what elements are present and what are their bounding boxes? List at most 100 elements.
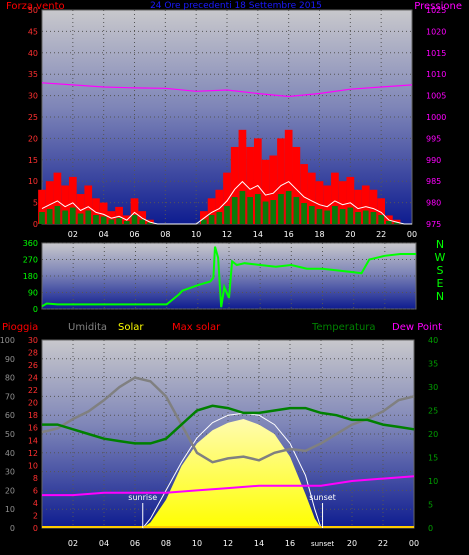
wind-bar xyxy=(223,172,231,224)
pressure-tick-label: 1010 xyxy=(426,70,446,79)
wind-average-bar xyxy=(46,209,53,224)
wind-bar xyxy=(292,146,301,224)
wind-bar xyxy=(284,129,293,224)
wind-average-bar xyxy=(116,218,122,224)
wind-average-bar xyxy=(324,210,331,224)
rain-tick-label: 2 xyxy=(33,511,38,520)
wind-title: Forza vento xyxy=(6,1,65,12)
temperatura-label: Temperatura xyxy=(311,322,376,333)
direction-tick-label: 0 xyxy=(33,305,38,314)
direction-tick-label: 90 xyxy=(28,289,38,298)
humidity-tick-label: 20 xyxy=(5,486,15,495)
wind-tick-label: 20 xyxy=(28,134,38,143)
x-tick-label: 02 xyxy=(68,539,78,548)
wind-bar xyxy=(269,155,278,224)
x-tick-label: 06 xyxy=(130,539,140,548)
wind-average-bar xyxy=(123,221,130,224)
pressure-tick-label: 1000 xyxy=(426,113,446,122)
wind-bar xyxy=(38,189,46,224)
wind-average-bar xyxy=(308,206,315,224)
pioggia-label: Pioggia xyxy=(2,322,38,333)
wind-tick-label: 50 xyxy=(28,6,38,15)
x-tick-label: 18 xyxy=(314,230,324,239)
wind-average-bar xyxy=(270,200,277,224)
pressure-tick-label: 1005 xyxy=(426,92,446,101)
solar-area xyxy=(142,419,321,528)
wind-average-bar xyxy=(355,212,361,224)
wind-average-bar xyxy=(316,209,323,224)
humidity-tick-label: 100 xyxy=(0,336,15,345)
humidity-tick-label: 90 xyxy=(5,355,15,364)
wind-average-bar xyxy=(339,209,346,224)
wind-tick-label: 0 xyxy=(33,220,38,229)
wind-average-bar xyxy=(108,219,115,224)
wind-average-bar xyxy=(85,210,92,224)
humidity-tick-label: 40 xyxy=(5,449,15,458)
wind-bar xyxy=(215,189,224,224)
wind-direction-line xyxy=(41,246,416,308)
temperature-tick-label: 10 xyxy=(428,477,438,486)
rain-tick-label: 18 xyxy=(28,411,38,420)
wind-average-bar xyxy=(393,222,400,224)
x-tick-label: 20 xyxy=(345,230,355,239)
dew-point-line xyxy=(42,475,415,497)
compass-label: N xyxy=(436,238,444,251)
wind-bar xyxy=(200,211,208,224)
wind-tick-label: 45 xyxy=(28,27,38,36)
x-tick-label: 08 xyxy=(161,539,171,548)
direction-tick-label: 360 xyxy=(23,239,38,248)
pressure-tick-label: 1025 xyxy=(426,6,446,15)
compass-label: E xyxy=(437,277,444,290)
wind-tick-label: 35 xyxy=(28,70,38,79)
umidita-label: Umidita xyxy=(68,322,107,333)
wind-average-bar xyxy=(239,191,246,224)
wind-bar xyxy=(76,194,85,224)
wind-bar xyxy=(300,164,308,224)
wind-bar xyxy=(61,185,69,224)
wind-average-bar xyxy=(139,219,146,224)
x-tick-label: 14 xyxy=(254,539,264,548)
pressure-title: Pressione xyxy=(414,1,462,12)
wind-tick-label: 25 xyxy=(28,113,38,122)
wind-bar xyxy=(361,185,370,224)
humidity-tick-label: 60 xyxy=(5,411,15,420)
pressure-tick-label: 980 xyxy=(426,199,441,208)
wind-bar xyxy=(45,181,54,224)
x-tick-label: 00 xyxy=(407,230,417,239)
wind-average-bar xyxy=(386,221,392,224)
temperature-tick-label: 15 xyxy=(428,454,438,463)
wind-bar xyxy=(331,172,339,224)
wind-average-bar xyxy=(216,212,223,224)
wind-bar xyxy=(84,185,93,224)
pressure-tick-label: 985 xyxy=(426,177,441,186)
wind-average-bar xyxy=(77,213,84,224)
temperature-tick-label: 40 xyxy=(428,336,438,345)
temperature-tick-label: 30 xyxy=(428,383,438,392)
wind-average-bar xyxy=(62,210,68,224)
compass-label: S xyxy=(437,264,444,277)
wind-average-bar xyxy=(208,215,215,224)
temperature-line xyxy=(42,404,415,445)
rain-tick-label: 14 xyxy=(28,436,38,445)
wind-tick-label: 30 xyxy=(28,92,38,101)
max-solar-line xyxy=(142,412,322,529)
x-tick-label: 12 xyxy=(223,539,233,548)
wind-bar xyxy=(261,159,270,224)
max-solar-label: Max solar xyxy=(172,322,221,333)
wind-average-bar xyxy=(347,207,354,224)
wind-average-bar xyxy=(131,215,138,224)
rain-tick-label: 20 xyxy=(28,399,38,408)
x-tick-label: 22 xyxy=(376,230,386,239)
x-tick-label: 04 xyxy=(99,539,109,548)
wind-average-bar xyxy=(293,197,300,224)
wind-bar xyxy=(238,129,247,224)
wind-bar xyxy=(369,189,378,224)
wind-average-bar xyxy=(262,201,269,224)
wind-average-bar xyxy=(54,206,61,224)
wind-bar xyxy=(277,138,285,224)
wind-bar xyxy=(230,146,239,224)
wind-bar xyxy=(115,206,123,224)
wind-bar xyxy=(99,202,108,224)
pressure-tick-label: 1015 xyxy=(426,49,446,58)
humidity-tick-label: 80 xyxy=(5,374,15,383)
